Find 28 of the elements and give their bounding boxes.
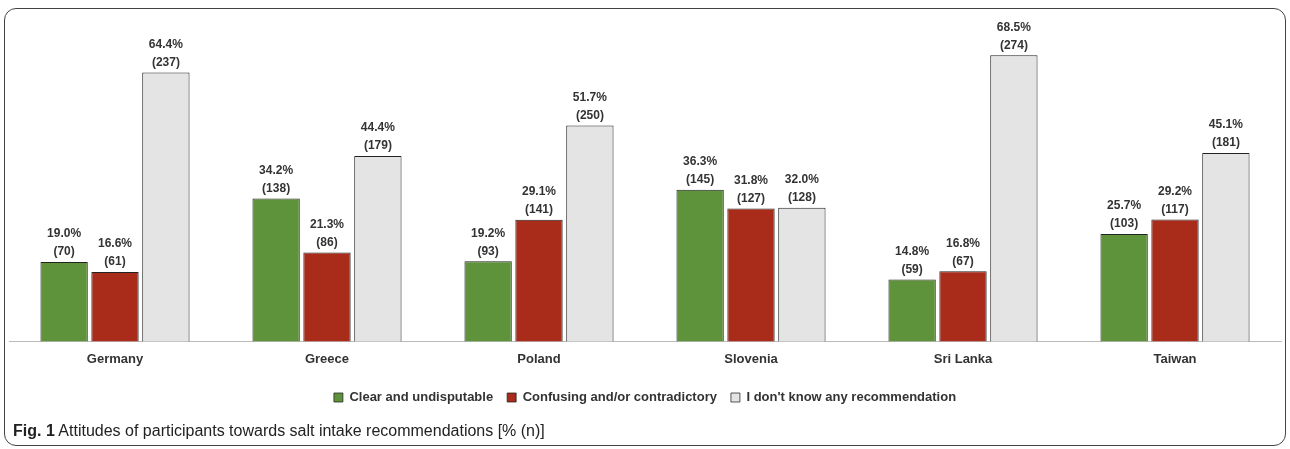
data-label: 45.1% (181) xyxy=(1208,117,1244,150)
data-label: 32.0% (128) xyxy=(784,172,820,205)
x-tick-label: Germany xyxy=(86,350,144,366)
data-label: 25.7% (103) xyxy=(1107,198,1142,231)
data-label: 51.7% (250) xyxy=(572,89,608,122)
x-tick-label: Sri Lanka xyxy=(933,350,994,366)
x-tick-label: Slovenia xyxy=(724,350,779,366)
data-label: 31.8% (127) xyxy=(733,172,769,205)
data-label: 19.0% (70) xyxy=(47,226,82,259)
caption: Fig. 1 Attitudes of participants towards salt intake recommendations [% (n)] xyxy=(13,422,545,439)
data-label: 68.5% (274) xyxy=(996,19,1032,52)
data-label: 44.4% (179) xyxy=(360,120,396,153)
legend-label: Confusing and/or contradictory xyxy=(522,389,718,405)
legend-label: Clear and undisputable xyxy=(349,389,494,405)
data-label: 64.4% (237) xyxy=(148,36,184,69)
data-label: 19.2% (93) xyxy=(471,225,506,258)
x-tick-label: Poland xyxy=(517,350,561,366)
data-label: 21.3% (86) xyxy=(309,216,345,249)
legend-label: I don't know any recommendation xyxy=(746,389,957,405)
x-tick-label: Greece xyxy=(304,350,350,366)
x-tick-label: Taiwan xyxy=(1153,350,1197,366)
data-label: 36.3% (145) xyxy=(683,154,718,187)
data-label: 14.8% (59) xyxy=(895,243,930,276)
data-label: 29.2% (117) xyxy=(1157,183,1193,216)
data-label: 34.2% (138) xyxy=(259,162,294,195)
data-label: 16.8% (67) xyxy=(945,235,981,268)
data-label: 16.6% (61) xyxy=(97,236,133,269)
data-label: 29.1% (141) xyxy=(521,184,557,217)
